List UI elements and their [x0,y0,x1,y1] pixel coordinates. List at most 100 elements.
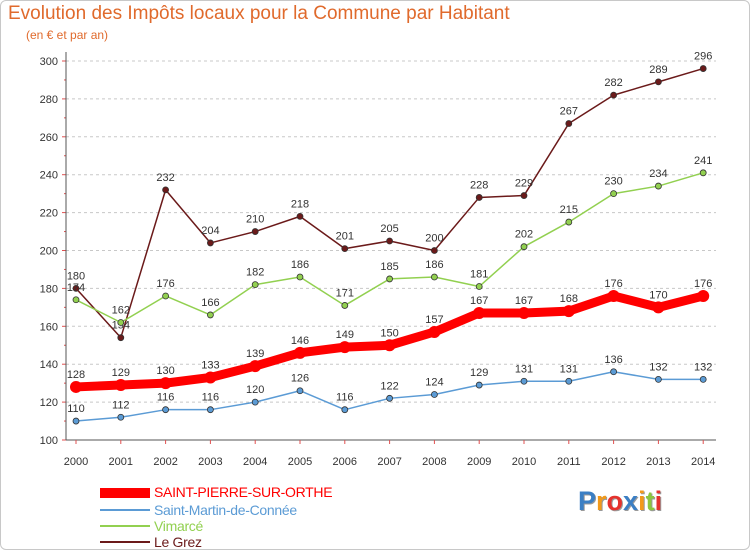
data-point [610,368,617,376]
data-point [296,212,304,220]
data-label: 170 [649,289,667,301]
x-tick-label: 2014 [691,456,715,468]
data-point [652,301,665,314]
data-point [296,273,304,281]
data-label: 124 [425,377,443,389]
proxiti-logo: Proxiti [578,486,662,517]
data-label: 176 [604,278,622,290]
data-label: 126 [291,373,309,385]
data-label: 110 [67,403,85,415]
data-point [117,334,125,342]
y-tick-label: 260 [40,132,58,144]
data-point [610,190,617,198]
data-label: 146 [291,335,309,347]
logo-letter: r [596,486,607,516]
data-point [251,398,259,406]
y-tick-label: 220 [40,208,58,220]
logo-letter: t [645,486,655,516]
y-tick-label: 300 [40,56,58,68]
data-label: 167 [515,295,533,307]
data-label: 182 [246,267,264,279]
x-tick-label: 2002 [153,456,177,468]
legend-swatch [100,541,150,543]
y-tick-label: 240 [40,170,58,182]
data-point [475,194,483,201]
x-tick-label: 2006 [333,456,357,468]
data-label: 201 [336,231,354,243]
data-point [159,377,172,390]
x-tick-label: 2001 [109,456,133,468]
x-tick-label: 2013 [646,456,670,468]
x-tick-label: 2003 [198,456,222,468]
data-label: 133 [201,359,219,371]
data-label: 129 [470,367,488,379]
data-point [206,406,214,414]
logo-letter: i [638,486,646,516]
data-label: 218 [291,198,309,210]
x-tick-label: 2012 [601,456,625,468]
data-point [162,406,170,414]
data-label: 181 [470,269,488,281]
data-point [72,296,80,304]
data-label: 130 [156,365,174,377]
data-point [251,228,259,235]
data-point [562,305,575,318]
data-point [565,218,573,226]
data-point [386,237,394,245]
data-point [699,65,707,72]
data-point [383,339,396,352]
data-label: 176 [694,278,712,290]
data-point [341,406,349,414]
data-point [206,239,214,247]
data-label: 136 [604,354,622,366]
data-label: 282 [604,77,622,89]
legend-swatch [100,509,150,511]
data-point [655,375,662,383]
data-point [386,394,394,402]
data-label: 176 [156,278,174,290]
data-label: 232 [156,172,174,184]
data-point [520,377,528,385]
data-point [386,275,394,283]
data-label: 166 [201,297,219,309]
data-point [162,186,170,194]
data-point [565,377,573,385]
data-point [430,391,438,398]
x-tick-label: 2010 [512,456,536,468]
data-point [520,243,528,251]
data-point [655,78,662,86]
data-point [162,292,170,300]
data-point [697,289,710,302]
data-point [565,120,573,127]
data-point [117,413,125,421]
data-point [655,182,662,190]
data-point [72,284,80,292]
data-point [607,289,620,302]
data-label: 132 [649,361,667,373]
legend-label: Vimarcé [154,518,203,534]
data-label: 132 [694,361,712,373]
data-label: 186 [291,259,309,271]
data-point [430,273,438,281]
legend-label: Le Grez [154,534,202,550]
logo-letter: i [654,486,663,516]
data-point [428,325,441,338]
data-label: 204 [201,225,219,237]
data-label: 162 [112,305,130,317]
legend-label: Saint-Martin-de-Connée [154,502,297,518]
logo-letter: o [606,486,624,516]
data-point [338,341,351,354]
data-point [206,311,214,319]
data-point [699,169,707,177]
data-label: 171 [336,287,354,299]
data-label: 139 [246,348,264,360]
x-tick-label: 2011 [557,456,581,468]
data-label: 228 [470,179,488,191]
data-point [610,91,617,99]
x-tick-label: 2005 [288,456,312,468]
data-point [518,307,530,320]
legend-swatch [100,488,150,498]
data-label: 210 [246,214,264,226]
x-tick-label: 2009 [467,456,491,468]
data-label: 296 [694,51,712,63]
